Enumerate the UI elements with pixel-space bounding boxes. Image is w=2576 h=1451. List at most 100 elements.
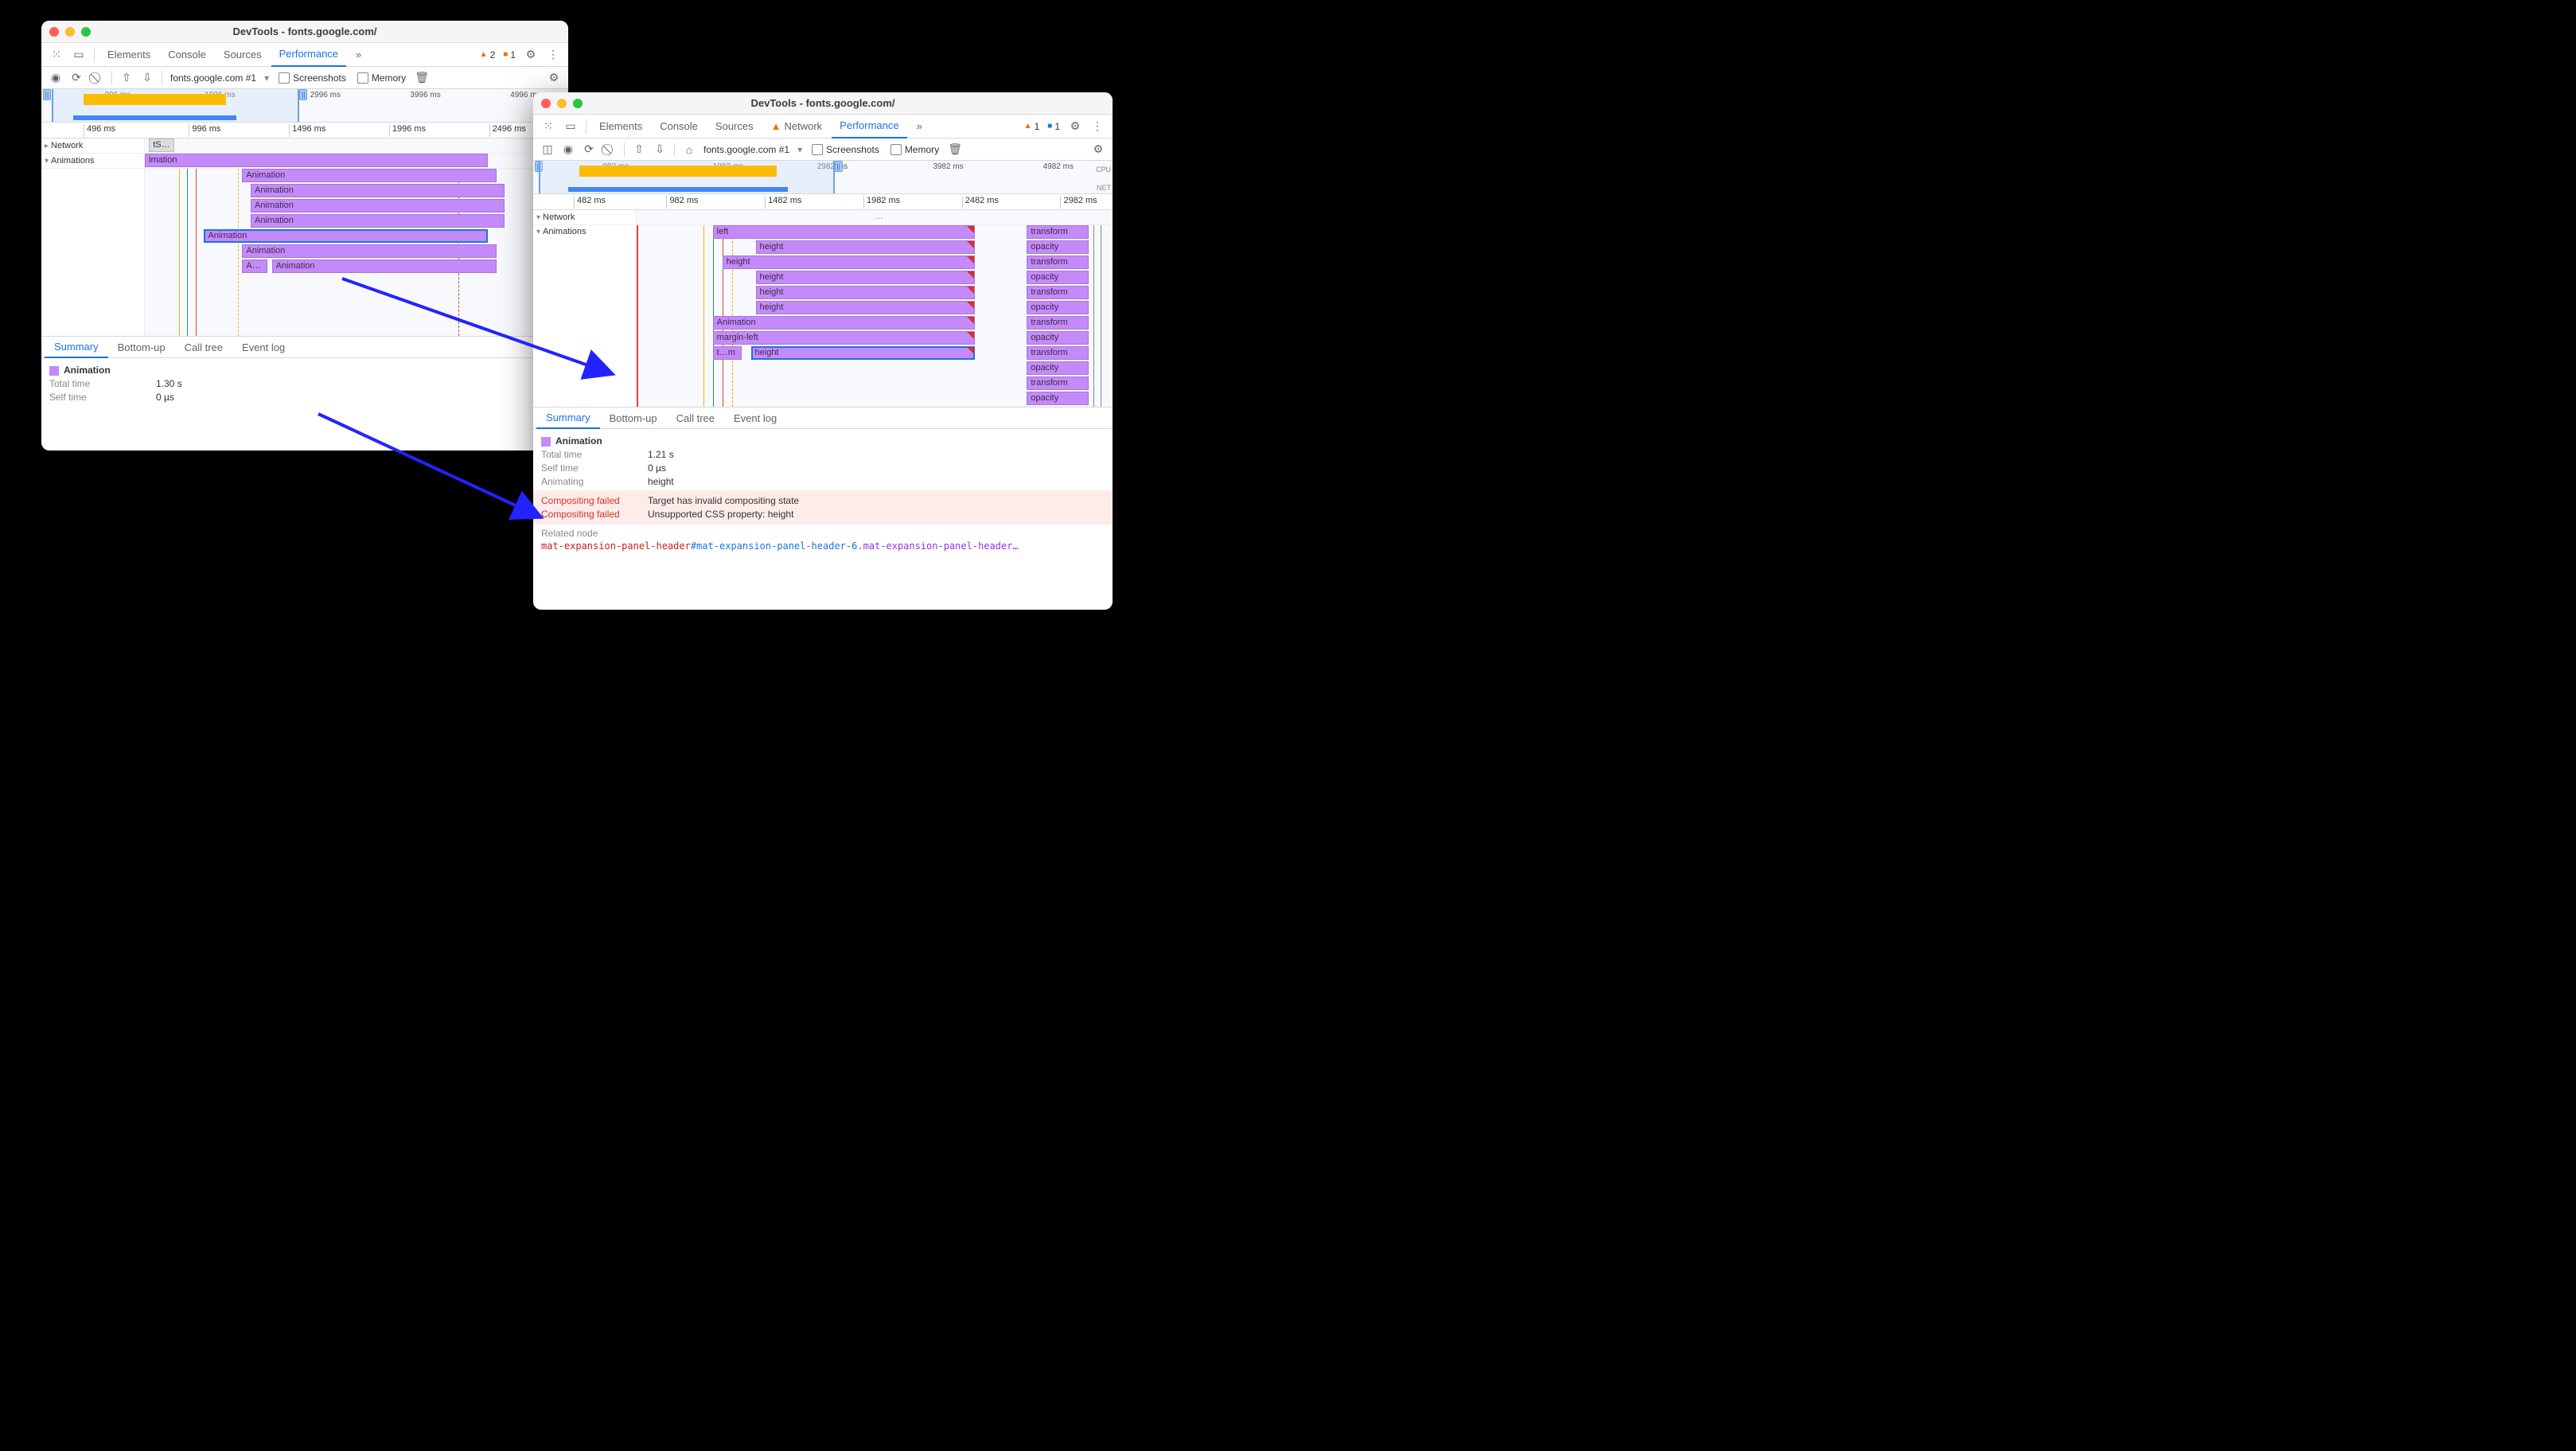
clear-icon[interactable]: ⃠ <box>600 142 619 156</box>
tab-eventlog[interactable]: Event log <box>232 336 294 358</box>
home-icon[interactable]: ⌂ <box>680 143 699 156</box>
device-icon[interactable]: ▭ <box>68 48 89 61</box>
tab-summary[interactable]: Summary <box>536 407 600 429</box>
infos-badge[interactable]: 1 <box>503 49 516 60</box>
flame-entry[interactable]: transform <box>1027 286 1089 299</box>
tab-console[interactable]: Console <box>652 115 706 138</box>
tab-bottomup[interactable]: Bottom-up <box>600 407 667 429</box>
tab-calltree[interactable]: Call tree <box>175 336 232 358</box>
sidebar-toggle-icon[interactable]: ◫ <box>538 142 557 156</box>
flame-entry[interactable]: height <box>756 240 975 254</box>
overview-strip[interactable]: || CPU NET 982 ms1982 ms2982 ms3982 ms49… <box>533 161 1113 194</box>
tab-sources[interactable]: Sources <box>707 115 762 138</box>
disclosure-icon[interactable] <box>536 213 540 222</box>
flame-entry[interactable]: opacity <box>1027 392 1089 405</box>
screenshots-checkbox[interactable]: Screenshots <box>812 144 879 155</box>
inspect-icon[interactable]: ⁙ <box>46 48 67 61</box>
overview-grip-right[interactable]: || <box>299 89 307 100</box>
related-node-link[interactable]: mat-expansion-panel-header#mat-expansion… <box>541 540 1105 552</box>
gc-icon[interactable]: 🗑 <box>412 71 431 84</box>
flame-entry[interactable]: opacity <box>1027 271 1089 284</box>
flame-entry[interactable]: transform <box>1027 376 1089 390</box>
timeline-ruler[interactable]: 482 ms982 ms1482 ms1982 ms2482 ms2982 ms <box>533 194 1113 210</box>
flame-entry[interactable]: Animation <box>204 229 487 243</box>
tab-sources[interactable]: Sources <box>216 43 270 67</box>
disclosure-icon[interactable] <box>45 141 49 150</box>
flame-entry[interactable]: Animation <box>272 259 497 273</box>
upload-icon[interactable]: ⇧ <box>117 71 136 84</box>
tab-eventlog[interactable]: Event log <box>724 407 786 429</box>
download-icon[interactable]: ⇩ <box>138 71 157 84</box>
screenshots-checkbox[interactable]: Screenshots <box>279 72 346 84</box>
inspect-icon[interactable]: ⁙ <box>538 119 559 133</box>
device-icon[interactable]: ▭ <box>560 119 581 133</box>
titlebar[interactable]: DevTools - fonts.google.com/ <box>533 92 1113 115</box>
flame-entry[interactable]: Animation <box>242 244 496 258</box>
warnings-badge[interactable]: 2 <box>480 49 496 60</box>
flame-entry[interactable]: t…m <box>713 346 742 360</box>
memory-checkbox[interactable]: Memory <box>890 144 939 155</box>
flame-entry[interactable]: Animation <box>251 199 505 213</box>
settings-icon[interactable]: ⚙ <box>1065 119 1085 133</box>
reload-icon[interactable]: ⟳ <box>579 142 598 156</box>
tab-summary[interactable]: Summary <box>45 336 108 358</box>
flame-entry[interactable]: height <box>751 346 975 360</box>
detail-tabbar: Summary Bottom-up Call tree Event log <box>533 407 1113 429</box>
flame-header[interactable]: imation <box>145 154 488 167</box>
flame-entry[interactable]: transform <box>1027 255 1089 269</box>
disclosure-icon[interactable] <box>536 227 540 236</box>
tab-console[interactable]: Console <box>160 43 214 67</box>
disclosure-icon[interactable] <box>45 156 49 166</box>
tab-performance[interactable]: Performance <box>271 43 346 67</box>
kebab-icon[interactable]: ⋮ <box>1087 119 1108 133</box>
flame-entry[interactable]: height <box>756 301 975 314</box>
download-icon[interactable]: ⇩ <box>650 142 669 156</box>
flame-entry[interactable]: margin-left <box>713 331 975 345</box>
flame-entry[interactable]: Animation <box>251 184 505 197</box>
memory-checkbox[interactable]: Memory <box>357 72 406 84</box>
tab-calltree[interactable]: Call tree <box>667 407 724 429</box>
tab-performance[interactable]: Performance <box>832 115 906 138</box>
flame-entry[interactable]: height <box>723 255 975 269</box>
flame-entry[interactable]: height <box>756 271 975 284</box>
gc-icon[interactable]: 🗑 <box>945 142 965 156</box>
titlebar[interactable]: DevTools - fonts.google.com/ <box>41 21 568 43</box>
overview-strip[interactable]: || 996 ms1996 ms2996 ms3996 ms4996 ms|| <box>41 89 568 123</box>
settings-icon[interactable]: ⚙ <box>520 48 541 61</box>
flame-entry[interactable]: opacity <box>1027 301 1089 314</box>
flame-entry[interactable]: opacity <box>1027 361 1089 375</box>
network-chip[interactable]: tSe… <box>149 138 174 152</box>
flame-entry[interactable]: opacity <box>1027 331 1089 345</box>
flame-entry[interactable]: transform <box>1027 225 1089 239</box>
record-icon[interactable]: ◉ <box>559 142 578 156</box>
timeline-ruler[interactable]: 496 ms996 ms1496 ms1996 ms2496 ms <box>41 123 568 138</box>
flame-entry[interactable]: Animation <box>713 316 975 330</box>
overview-grip-left[interactable]: || <box>43 89 51 100</box>
recording-selector[interactable]: fonts.google.com #1 <box>167 72 272 84</box>
upload-icon[interactable]: ⇧ <box>629 142 649 156</box>
tab-bottomup[interactable]: Bottom-up <box>108 336 175 358</box>
warnings-badge[interactable]: 1 <box>1024 121 1040 132</box>
tab-network[interactable]: ▲Network <box>763 115 831 138</box>
tabs-more[interactable]: » <box>909 115 930 138</box>
flame-entry[interactable]: transform <box>1027 316 1089 330</box>
perf-settings-icon[interactable]: ⚙ <box>1089 142 1108 156</box>
kebab-icon[interactable]: ⋮ <box>543 48 563 61</box>
record-icon[interactable]: ◉ <box>46 71 65 84</box>
recording-selector[interactable]: fonts.google.com #1 <box>700 144 805 155</box>
flame-entry[interactable]: left <box>713 225 975 239</box>
reload-icon[interactable]: ⟳ <box>67 71 86 84</box>
flame-entry[interactable]: opacity <box>1027 240 1089 254</box>
tab-elements[interactable]: Elements <box>591 115 650 138</box>
flame-entry[interactable]: Animation <box>251 214 505 228</box>
clear-icon[interactable]: ⃠ <box>88 71 107 84</box>
flame-entry[interactable]: Animation <box>242 169 496 182</box>
flame-entry[interactable]: height <box>756 286 975 299</box>
flame-entry[interactable]: transform <box>1027 346 1089 360</box>
tabs-more[interactable]: » <box>348 43 369 67</box>
tab-elements[interactable]: Elements <box>99 43 158 67</box>
messages-badge[interactable]: 1 <box>1047 121 1060 132</box>
perf-settings-icon[interactable]: ⚙ <box>544 71 563 84</box>
flame-entry[interactable]: A…n <box>242 259 267 273</box>
overview-grip-right[interactable]: || <box>835 161 843 172</box>
